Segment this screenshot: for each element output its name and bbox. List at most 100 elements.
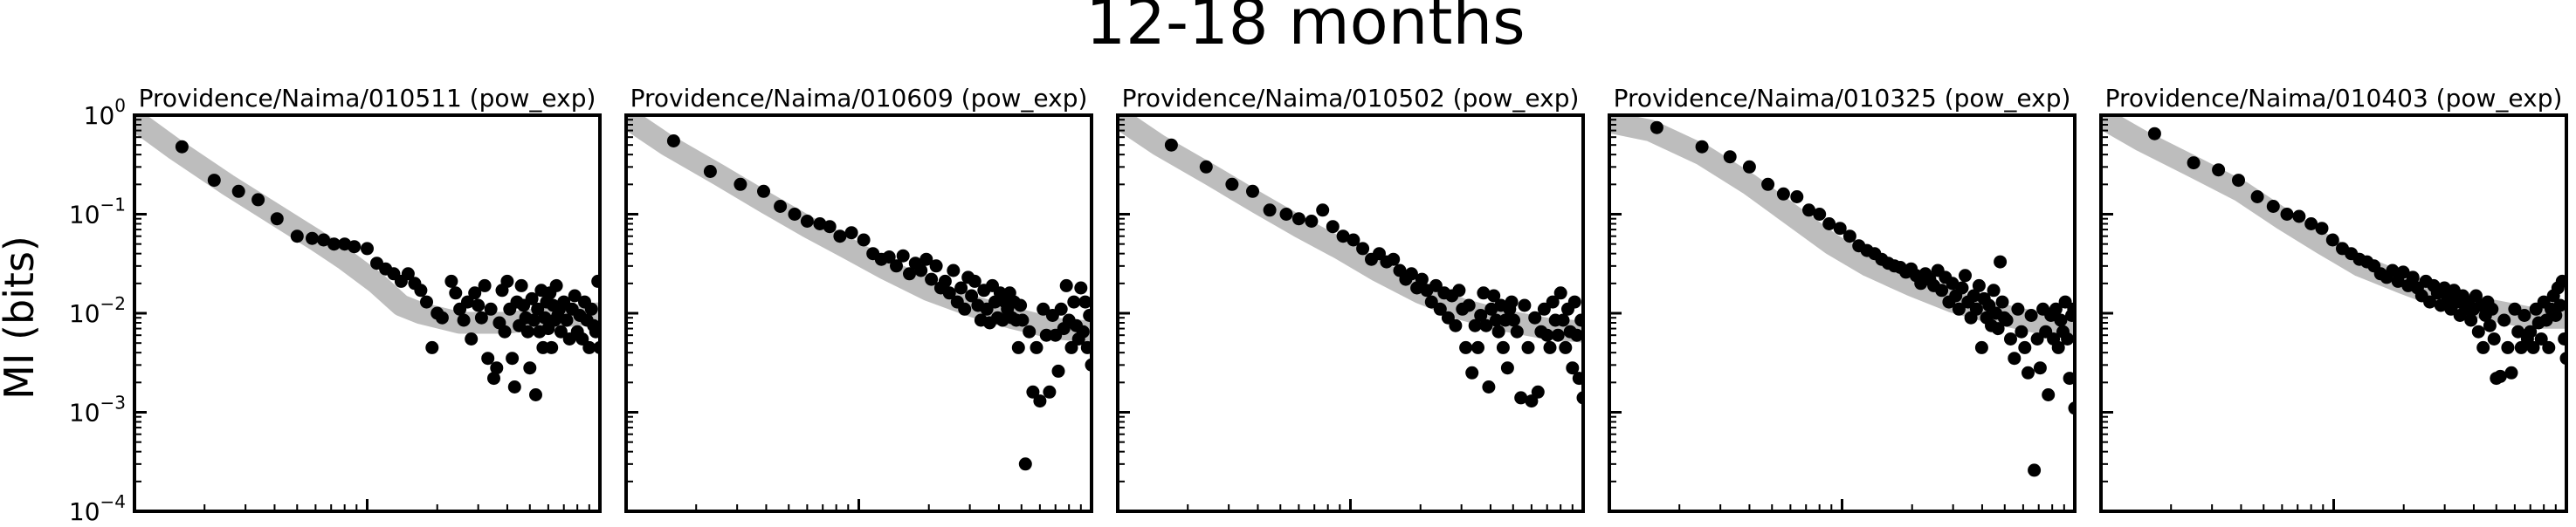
data-point <box>420 295 433 309</box>
data-point <box>1551 328 1565 342</box>
data-point <box>2471 325 2485 339</box>
data-point <box>2553 298 2566 312</box>
panel-2: Providence/Naima/010609 (pow_exp) <box>624 84 1093 513</box>
data-point <box>1064 340 1078 354</box>
data-point <box>490 361 504 375</box>
data-point <box>1491 325 1505 339</box>
data-point <box>2008 352 2022 366</box>
data-point <box>1952 302 1966 316</box>
y-tick-label: 10−4 <box>69 491 126 526</box>
data-point <box>1994 255 2008 269</box>
data-point <box>468 286 482 300</box>
data-point <box>1489 313 1503 327</box>
data-point <box>734 177 747 191</box>
data-point <box>929 259 943 273</box>
data-point <box>500 274 514 288</box>
data-point <box>1521 340 1535 354</box>
data-point <box>2051 340 2065 354</box>
data-point <box>1518 298 1532 312</box>
data-point <box>507 380 521 394</box>
data-point <box>1650 120 1663 134</box>
data-point <box>568 289 582 303</box>
data-point <box>1822 217 1836 230</box>
data-point <box>1507 313 1520 327</box>
data-point <box>1487 289 1501 303</box>
data-point <box>1018 457 1032 471</box>
data-point <box>2067 302 2075 316</box>
data-point <box>1531 385 1545 399</box>
data-point <box>2423 295 2437 309</box>
data-point <box>1246 184 1259 198</box>
data-point <box>2526 340 2540 354</box>
data-point <box>527 313 541 327</box>
data-point <box>1537 302 1551 316</box>
data-point <box>1987 284 2001 298</box>
data-point <box>1074 281 1088 295</box>
data-point <box>1742 160 1756 174</box>
data-point <box>457 313 471 327</box>
data-point <box>1966 289 1980 303</box>
data-point <box>2485 302 2499 316</box>
axes-frame <box>624 113 1093 513</box>
data-point <box>1225 177 1239 191</box>
data-point <box>2549 309 2563 322</box>
data-point <box>465 332 479 346</box>
data-point <box>2315 222 2329 236</box>
data-point <box>2011 302 2025 316</box>
data-point <box>1164 138 1178 152</box>
data-point <box>425 340 439 354</box>
data-point <box>207 174 221 188</box>
axes-frame <box>1116 113 1585 513</box>
data-point <box>545 340 559 354</box>
fit-band <box>134 115 600 334</box>
data-point <box>1776 187 1790 201</box>
data-point <box>890 259 903 273</box>
data-point <box>2232 174 2245 188</box>
data-point <box>591 274 600 288</box>
data-point <box>1974 340 1988 354</box>
data-point <box>1723 150 1737 164</box>
data-point <box>666 134 680 147</box>
data-point <box>1279 208 1293 221</box>
data-point <box>1559 340 1573 354</box>
data-point <box>1761 177 1775 191</box>
y-tick-label: 100 <box>84 95 126 130</box>
data-point <box>306 231 319 245</box>
data-point <box>774 200 788 213</box>
data-point <box>1477 286 1491 300</box>
data-point <box>2250 190 2264 203</box>
panel-4: Providence/Naima/010325 (pow_exp) <box>1608 84 2077 513</box>
data-point <box>1833 222 1847 236</box>
data-point <box>175 140 189 154</box>
data-point <box>942 286 956 300</box>
data-point <box>549 278 563 292</box>
y-tick-label: 10−2 <box>69 293 126 328</box>
data-point <box>2386 264 2400 277</box>
y-tick-label: 10−3 <box>69 393 126 428</box>
data-point <box>2558 332 2566 346</box>
data-point <box>2476 340 2490 354</box>
data-point <box>823 220 837 234</box>
data-point <box>844 226 858 240</box>
data-point <box>2524 325 2538 339</box>
data-point <box>1813 208 1827 221</box>
panel-title: Providence/Naima/010403 (pow_exp) <box>2105 84 2563 113</box>
data-point <box>444 274 458 288</box>
data-point <box>800 215 814 228</box>
data-point <box>920 252 933 266</box>
data-point <box>461 295 474 309</box>
data-point <box>1474 309 1488 322</box>
data-point <box>401 267 415 281</box>
data-point <box>487 372 500 386</box>
axes-frame <box>133 113 602 513</box>
data-point <box>1387 252 1401 266</box>
data-point <box>582 340 596 354</box>
data-point <box>2304 217 2318 230</box>
data-point <box>1556 313 1570 327</box>
data-point <box>538 311 552 325</box>
data-point <box>2063 372 2075 386</box>
data-point <box>938 274 952 288</box>
data-point <box>1972 278 1986 292</box>
data-point <box>882 250 896 264</box>
panel-title: Providence/Naima/010609 (pow_exp) <box>630 84 1088 113</box>
